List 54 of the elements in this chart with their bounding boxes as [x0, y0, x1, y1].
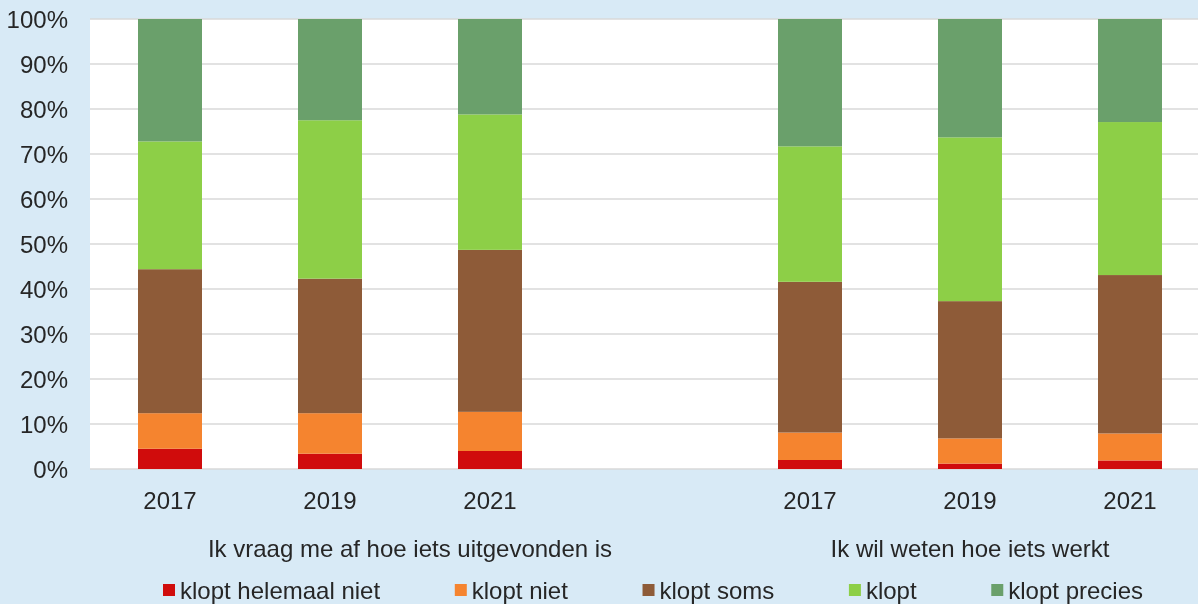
bar: [298, 278, 362, 414]
bar: [138, 413, 202, 449]
bar: [778, 460, 842, 469]
bar: [938, 137, 1002, 302]
y-tick-label: 90%: [19, 50, 68, 78]
bar: [938, 301, 1002, 439]
bar: [1098, 460, 1162, 469]
x-tick-label: 2017: [783, 486, 837, 514]
x-tick-label: 2019: [303, 486, 357, 514]
legend-label: klopt: [865, 576, 917, 604]
x-tick-label: 2017: [143, 486, 197, 514]
x-tick-label: 2021: [1103, 486, 1157, 514]
text: Ik wil weten hoe iets werkt: [830, 534, 1110, 562]
bar: [1098, 122, 1162, 276]
bar: [458, 114, 522, 250]
y-tick-label: 80%: [19, 95, 68, 123]
bar: [938, 463, 1002, 469]
legend-label: klopt niet: [471, 576, 569, 604]
bar: [298, 19, 362, 121]
text: Ik vraag me af hoe iets uitgevonden is: [207, 534, 613, 562]
bar: [458, 19, 522, 115]
y-tick-label: 100%: [6, 5, 68, 33]
y-tick-label: 20%: [19, 365, 68, 393]
x-tick-label: 2021: [463, 486, 517, 514]
bar: [1098, 19, 1162, 123]
bar: [1098, 433, 1162, 461]
bar: [778, 432, 842, 460]
y-tick-label: 70%: [19, 140, 68, 168]
bar: [778, 281, 842, 433]
bar: [298, 120, 362, 279]
y-tick-label: 30%: [19, 320, 68, 348]
y-tick-label: 50%: [19, 230, 68, 258]
bar: [138, 141, 202, 270]
bar: [458, 249, 522, 412]
legend-label: klopt precies: [1008, 576, 1143, 604]
bar: [458, 451, 522, 469]
y-tick-label: 40%: [19, 275, 68, 303]
bar: [138, 19, 202, 142]
y-tick-label: 10%: [19, 410, 68, 438]
legend-label: klopt soms: [659, 576, 775, 604]
bar: [1098, 275, 1162, 434]
bar: [298, 413, 362, 454]
bar: [778, 19, 842, 147]
bar: [458, 411, 522, 451]
bar: [138, 269, 202, 414]
y-tick-label: 60%: [19, 185, 68, 213]
bar: [298, 453, 362, 469]
x-tick-label: 2019: [943, 486, 997, 514]
legend-label: klopt helemaal niet: [180, 576, 381, 604]
bar: [138, 448, 202, 469]
bar: [938, 19, 1002, 138]
bar: [778, 146, 842, 282]
bar: [938, 438, 1002, 464]
y-tick-label: 0%: [33, 455, 68, 483]
